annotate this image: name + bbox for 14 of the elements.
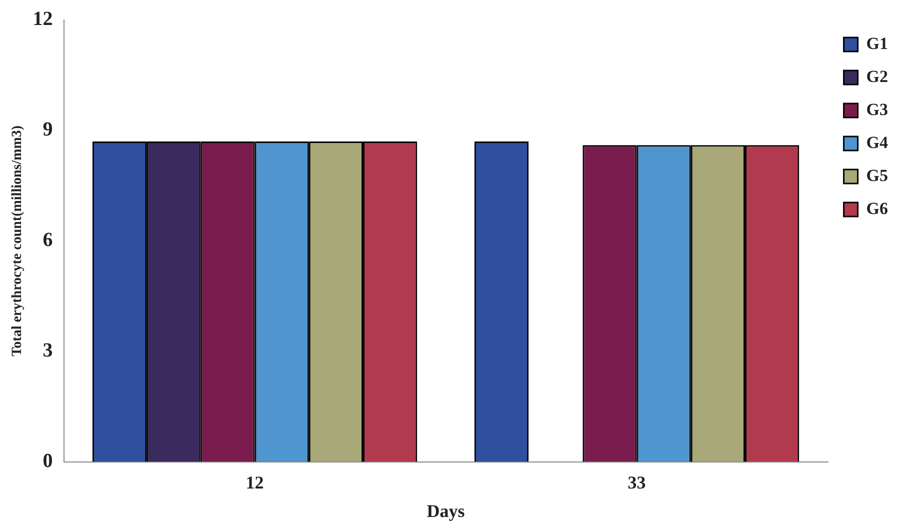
y-tick-label: 3 — [42, 340, 53, 362]
y-tick-label: 9 — [42, 118, 53, 141]
x-tick-label: 33 — [628, 472, 646, 492]
legend-label: G2 — [866, 66, 888, 86]
y-tick-label: 0 — [42, 450, 53, 472]
legend-label: G5 — [866, 166, 888, 185]
y-tick-label: 6 — [42, 229, 53, 252]
y-tick-label: 12 — [32, 8, 53, 30]
y-axis-title: Total erythrocyte count(millions/mm3) — [10, 125, 26, 356]
legend-label: G6 — [866, 198, 888, 218]
legend-label: G4 — [866, 132, 888, 152]
legend-label: G1 — [866, 34, 888, 53]
x-axis-title: Days — [426, 500, 465, 521]
legend-label: G3 — [866, 100, 888, 119]
